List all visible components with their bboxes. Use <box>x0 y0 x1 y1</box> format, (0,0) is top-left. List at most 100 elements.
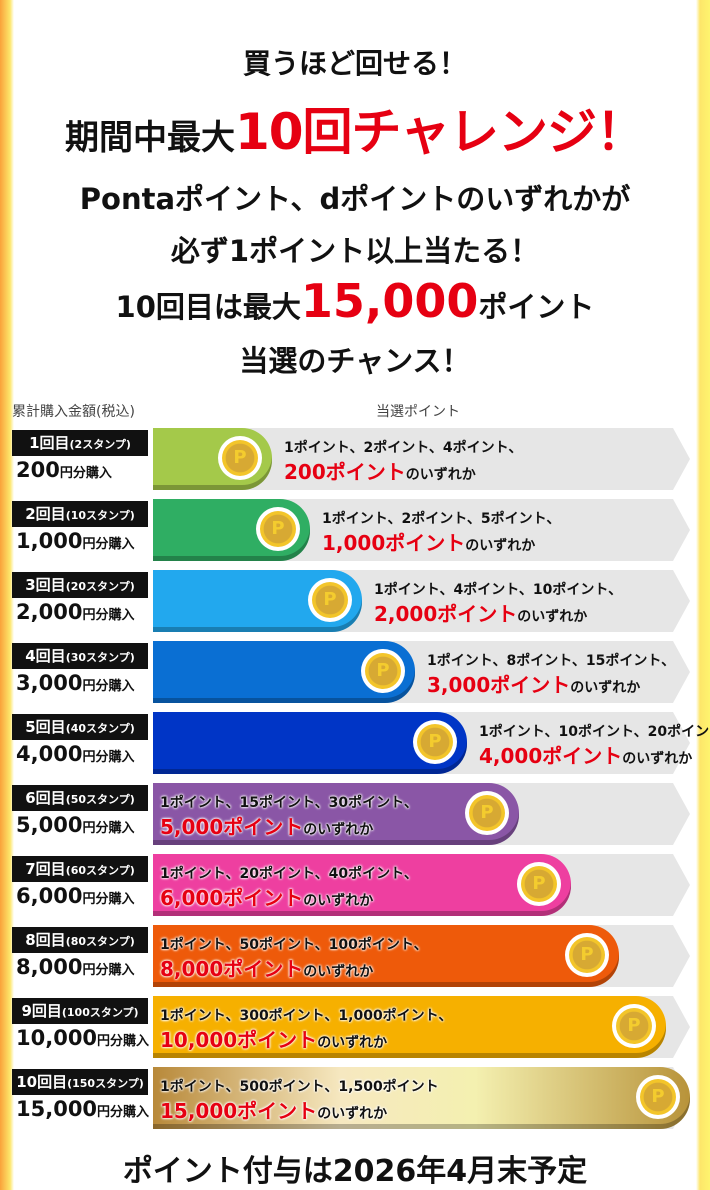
table-row: 6回目(50スタンプ) 5,000円分購入 P 1ポイント、15ポイント、30ポ… <box>0 783 710 847</box>
coin-letter: P <box>260 511 296 547</box>
round-label: 10回目(150スタンプ) <box>12 1069 148 1095</box>
prize-max-line: 1,000ポイントのいずれか <box>322 531 560 558</box>
purchase-amount: 4,000円分購入 <box>16 742 134 766</box>
coin-letter: P <box>640 1079 676 1115</box>
round-label: 7回目(60スタンプ) <box>12 856 148 882</box>
stamp-count: (60スタンプ) <box>65 864 135 877</box>
round-number: 2回目 <box>25 505 66 523</box>
coin-p-icon: P <box>361 649 405 693</box>
prize-max: 1,000ポイント <box>322 531 466 555</box>
stamp-count: (30スタンプ) <box>65 651 135 664</box>
purchase-amount: 10,000円分購入 <box>16 1026 149 1050</box>
amount-suffix: 円分購入 <box>97 1034 150 1049</box>
table-row: 5回目(40スタンプ) 4,000円分購入 P 1ポイント、10ポイント、20ポ… <box>0 712 710 776</box>
round-number: 10回目 <box>16 1073 68 1091</box>
prize-options: 1ポイント、50ポイント、100ポイント、 <box>160 937 428 953</box>
stamp-count: (100スタンプ) <box>61 1006 139 1019</box>
prize-max: 10,000ポイント <box>160 1028 318 1052</box>
coin-p-icon: P <box>465 791 509 835</box>
prize-suffix: のいずれか <box>405 467 476 483</box>
round-number: 4回目 <box>25 647 66 665</box>
headline-main: 期間中最大10回チャレンジ！ <box>0 92 710 164</box>
amount-suffix: 円分購入 <box>59 466 112 481</box>
round-label: 8回目(80スタンプ) <box>12 927 148 953</box>
prize-options: 1ポイント、2ポイント、5ポイント、 <box>322 511 561 527</box>
coin-letter: P <box>521 866 557 902</box>
table-row: 9回目(100スタンプ) 10,000円分購入 P 1ポイント、300ポイント、… <box>0 996 710 1060</box>
stamp-count: (20スタンプ) <box>65 580 135 593</box>
round-number: 5回目 <box>25 718 66 736</box>
progress-bar <box>153 1067 690 1129</box>
stamp-count: (80スタンプ) <box>65 935 135 948</box>
prize-text: 1ポイント、2ポイント、4ポイント、 200ポイントのいずれか <box>284 436 522 487</box>
round-label: 3回目(20スタンプ) <box>12 572 148 598</box>
prize-options: 1ポイント、15ポイント、30ポイント、 <box>160 795 418 811</box>
prize-text: 1ポイント、500ポイント、1,500ポイント 15,000ポイントのいずれか <box>160 1075 439 1126</box>
round-label: 4回目(30スタンプ) <box>12 643 148 669</box>
prize-options: 1ポイント、4ポイント、10ポイント、 <box>374 582 623 598</box>
intro-line-3-post: ポイント <box>478 290 595 324</box>
coin-letter: P <box>222 440 258 476</box>
prize-suffix: のいずれか <box>303 822 374 838</box>
intro-line-3-pre: 10回目は最大 <box>115 290 301 324</box>
prize-text: 1ポイント、2ポイント、5ポイント、 1,000ポイントのいずれか <box>322 507 560 558</box>
amount-suffix: 円分購入 <box>82 821 135 836</box>
round-label: 1回目(2スタンプ) <box>12 430 148 456</box>
prize-max-line: 200ポイントのいずれか <box>284 460 522 487</box>
purchase-amount: 2,000円分購入 <box>16 600 134 624</box>
round-number: 9回目 <box>21 1002 62 1020</box>
prize-suffix: のいずれか <box>317 1106 388 1122</box>
coin-letter: P <box>365 653 401 689</box>
amount-value: 2,000 <box>16 600 83 624</box>
amount-suffix: 円分購入 <box>82 679 135 694</box>
headline-top: 買うほど回せる！ <box>242 47 467 80</box>
prize-text: 1ポイント、300ポイント、1,000ポイント、 10,000ポイントのいずれか <box>160 1004 452 1055</box>
intro-line-1: Pontaポイント、dポイントのいずれかが <box>79 182 631 216</box>
prize-text: 1ポイント、20ポイント、40ポイント、 6,000ポイントのいずれか <box>160 862 418 913</box>
round-number: 6回目 <box>25 789 66 807</box>
purchase-amount: 3,000円分購入 <box>16 671 134 695</box>
round-number: 7回目 <box>25 860 66 878</box>
prize-max-line: 3,000ポイントのいずれか <box>427 673 675 700</box>
prize-options: 1ポイント、300ポイント、1,000ポイント、 <box>160 1008 453 1024</box>
max-points: 15,000 <box>300 274 479 328</box>
coin-letter: P <box>569 937 605 973</box>
amount-value: 3,000 <box>16 671 83 695</box>
prize-max: 200ポイント <box>284 460 406 484</box>
prize-text: 1ポイント、4ポイント、10ポイント、 2,000ポイントのいずれか <box>374 578 622 629</box>
purchase-amount: 200円分購入 <box>16 458 112 482</box>
coin-letter: P <box>312 582 348 618</box>
intro-line-2: 必ず1ポイント以上当たる！ <box>170 234 540 268</box>
amount-value: 15,000 <box>16 1097 98 1121</box>
prize-options: 1ポイント、2ポイント、4ポイント、 <box>284 440 523 456</box>
prize-text: 1ポイント、10ポイント、20ポイント、 4,000ポイントのいずれか <box>479 720 710 771</box>
prize-max-line: 2,000ポイントのいずれか <box>374 602 622 629</box>
round-label: 5回目(40スタンプ) <box>12 714 148 740</box>
stamp-count: (10スタンプ) <box>65 509 135 522</box>
table-row: 2回目(10スタンプ) 1,000円分購入 P 1ポイント、2ポイント、5ポイン… <box>0 499 710 563</box>
coin-p-icon: P <box>612 1004 656 1048</box>
headline-main-red: 10回チャレンジ！ <box>234 103 646 161</box>
prize-suffix: のいずれか <box>465 538 536 554</box>
round-label: 9回目(100スタンプ) <box>12 998 148 1024</box>
table-row: 7回目(60スタンプ) 6,000円分購入 P 1ポイント、20ポイント、40ポ… <box>0 854 710 918</box>
coin-p-icon: P <box>256 507 300 551</box>
progress-bar <box>153 925 619 987</box>
round-number: 8回目 <box>25 931 66 949</box>
prize-max-line: 15,000ポイントのいずれか <box>160 1099 439 1126</box>
prize-max: 15,000ポイント <box>160 1099 318 1123</box>
progress-bar <box>153 783 519 845</box>
round-number: 3回目 <box>25 576 66 594</box>
prize-text: 1ポイント、15ポイント、30ポイント、 5,000ポイントのいずれか <box>160 791 418 842</box>
headline-main-black: 期間中最大 <box>64 118 235 158</box>
prize-suffix: のいずれか <box>317 1035 388 1051</box>
coin-p-icon: P <box>308 578 352 622</box>
amount-suffix: 円分購入 <box>82 963 135 978</box>
amount-value: 4,000 <box>16 742 83 766</box>
amount-value: 6,000 <box>16 884 83 908</box>
purchase-amount: 1,000円分購入 <box>16 529 134 553</box>
amount-suffix: 円分購入 <box>97 1105 150 1120</box>
amount-value: 1,000 <box>16 529 83 553</box>
round-number: 1回目 <box>29 434 70 452</box>
amount-suffix: 円分購入 <box>82 608 135 623</box>
